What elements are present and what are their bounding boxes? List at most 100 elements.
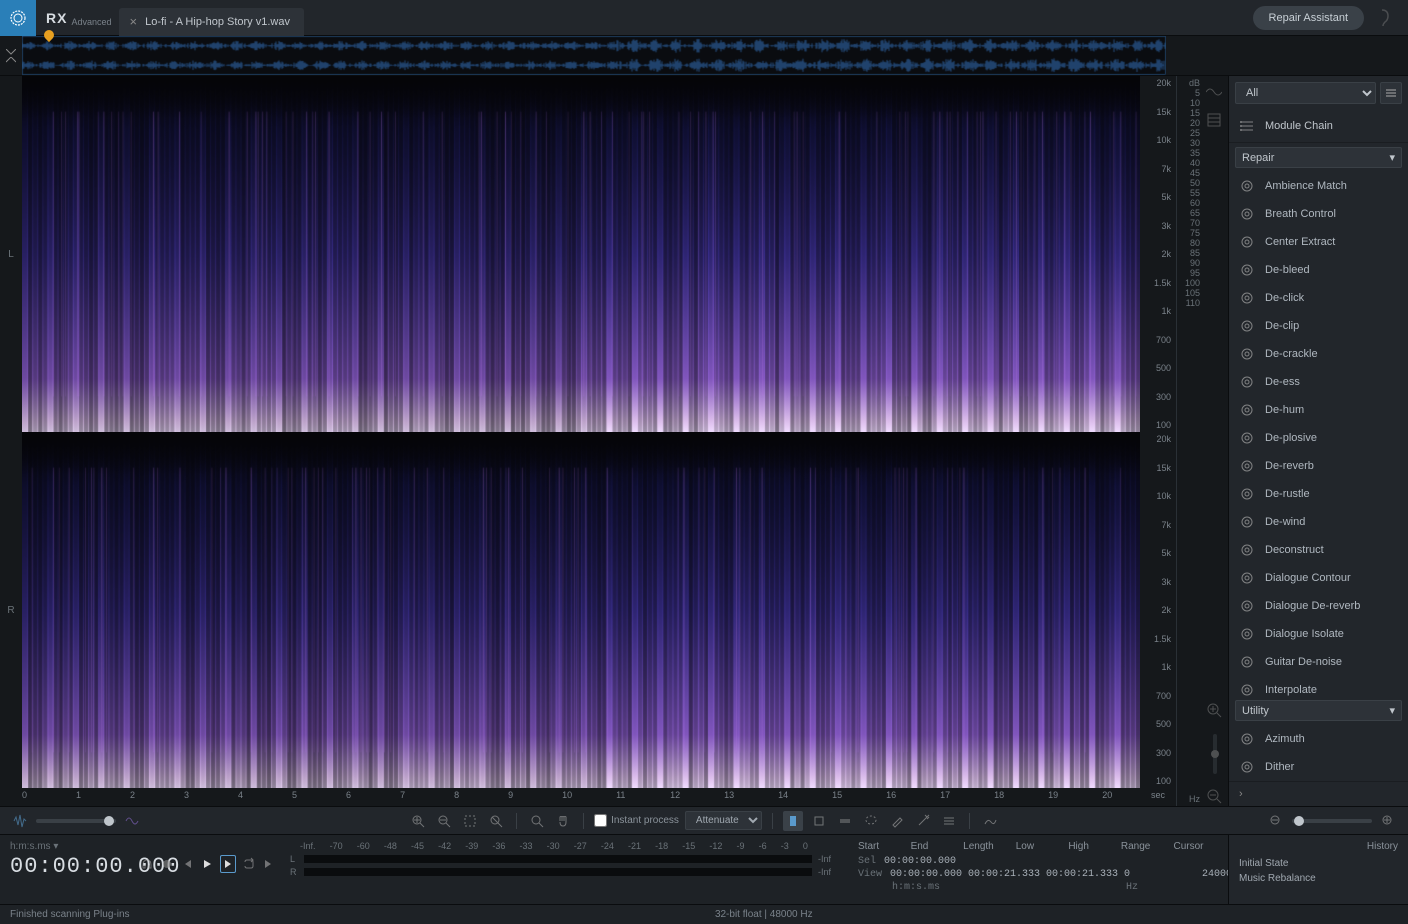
level-meters: -Inf.-70-60-48-45-42-39-36-33-30-27-24-2… xyxy=(280,835,848,904)
file-tab[interactable]: × Lo-fi - A Hip-hop Story v1.wav xyxy=(119,8,304,36)
expand-panel-icon[interactable]: › xyxy=(1229,781,1408,806)
search-icon[interactable] xyxy=(527,811,547,831)
category-utility-select[interactable]: Utility ▾ xyxy=(1235,700,1402,721)
meter-label-right: R xyxy=(290,867,298,877)
contour-tool-icon[interactable] xyxy=(980,811,1000,831)
module-de-wind[interactable]: De-wind xyxy=(1229,508,1408,536)
module-chain-button[interactable]: Module Chain xyxy=(1229,110,1408,143)
spectrogram-opacity-icon[interactable] xyxy=(122,811,142,831)
history-item[interactable]: Music Rebalance xyxy=(1239,871,1398,886)
time-unit-label: sec xyxy=(1140,788,1176,806)
hand-tool-icon[interactable] xyxy=(553,811,573,831)
module-center-extract[interactable]: Center Extract xyxy=(1229,228,1408,256)
headphone-icon[interactable] xyxy=(140,855,154,873)
time-ruler[interactable]: 01234567891011121314151617181920 sec xyxy=(0,788,1176,806)
module-de-bleed[interactable]: De-bleed xyxy=(1229,256,1408,284)
category-repair-select[interactable]: Repair ▾ xyxy=(1235,147,1402,168)
audio-format: 32-bit float | 48000 Hz xyxy=(715,909,813,920)
spectrogram-view-icon[interactable] xyxy=(1206,112,1224,130)
skip-forward-icon[interactable] xyxy=(262,855,276,873)
chevron-down-icon: ▾ xyxy=(1389,704,1395,717)
instant-process-checkbox[interactable]: Instant process xyxy=(594,814,679,827)
lasso-tool-icon[interactable] xyxy=(861,811,881,831)
module-dialogue-de-reverb[interactable]: Dialogue De-reverb xyxy=(1229,592,1408,620)
harmonics-tool-icon[interactable] xyxy=(939,811,959,831)
module-list-repair: Ambience MatchBreath ControlCenter Extra… xyxy=(1229,172,1408,696)
channel-label-right: R xyxy=(0,432,22,788)
time-format-label[interactable]: h:m:s.ms ▾ xyxy=(10,841,270,852)
zoom-in-vert-icon[interactable] xyxy=(1206,702,1224,720)
time-select-tool-icon[interactable] xyxy=(783,811,803,831)
waveform-opacity-icon[interactable] xyxy=(10,811,30,831)
ear-icon[interactable] xyxy=(1374,6,1398,30)
module-filter-select[interactable]: All xyxy=(1235,82,1376,104)
zoom-h-slider[interactable] xyxy=(1292,819,1372,823)
play-icon[interactable] xyxy=(200,855,214,873)
freq-select-icon[interactable] xyxy=(835,811,855,831)
channel-label-left: L xyxy=(0,76,22,432)
zoom-fit-icon[interactable] xyxy=(486,811,506,831)
module-dither[interactable]: Dither xyxy=(1229,753,1408,781)
zoom-out-h-icon[interactable] xyxy=(1266,811,1286,831)
overview-waveform[interactable] xyxy=(22,36,1166,75)
module-deconstruct[interactable]: Deconstruct xyxy=(1229,536,1408,564)
spectrogram-right[interactable] xyxy=(22,432,1140,788)
zoom-out-icon[interactable] xyxy=(434,811,454,831)
time-freq-select-icon[interactable] xyxy=(809,811,829,831)
status-bar: Finished scanning Plug-ins 32-bit float … xyxy=(0,904,1408,924)
module-de-clip[interactable]: De-clip xyxy=(1229,312,1408,340)
tab-filename: Lo-fi - A Hip-hop Story v1.wav xyxy=(145,16,290,28)
modules-panel: All Module Chain Repair ▾ Ambience Match… xyxy=(1228,76,1408,806)
play-selection-icon[interactable] xyxy=(220,855,236,873)
loop-icon[interactable] xyxy=(242,855,256,873)
module-azimuth[interactable]: Azimuth xyxy=(1229,725,1408,753)
meter-label-left: L xyxy=(290,854,298,864)
wand-tool-icon[interactable] xyxy=(913,811,933,831)
zoom-in-h-icon[interactable] xyxy=(1378,811,1398,831)
record-icon[interactable] xyxy=(160,855,174,873)
spectrogram-area: L 20k15k10k7k5k3k2k1.5k1k700500300100 R … xyxy=(0,76,1176,806)
module-guitar-de-noise[interactable]: Guitar De-noise xyxy=(1229,648,1408,676)
skip-back-icon[interactable] xyxy=(180,855,194,873)
repair-assistant-button[interactable]: Repair Assistant xyxy=(1253,6,1364,30)
db-scale: dB51015202530354045505560657075808590951… xyxy=(1176,76,1202,806)
history-title: History xyxy=(1239,841,1398,852)
module-dialogue-contour[interactable]: Dialogue Contour xyxy=(1229,564,1408,592)
module-de-rustle[interactable]: De-rustle xyxy=(1229,480,1408,508)
spectrogram-left[interactable] xyxy=(22,76,1140,432)
app-logo-icon[interactable] xyxy=(0,0,36,36)
module-de-reverb[interactable]: De-reverb xyxy=(1229,452,1408,480)
brush-tool-icon[interactable] xyxy=(887,811,907,831)
channel-right: R 20k15k10k7k5k3k2k1.5k1k700500300100 xyxy=(0,432,1176,788)
zoom-selection-icon[interactable] xyxy=(460,811,480,831)
vertical-tools xyxy=(1202,76,1228,806)
logo-area: RX Advanced xyxy=(0,0,111,35)
waveform-view-icon[interactable] xyxy=(1206,84,1224,102)
top-bar: RX Advanced × Lo-fi - A Hip-hop Story v1… xyxy=(0,0,1408,36)
filter-list-icon[interactable] xyxy=(1380,82,1402,104)
vert-slider[interactable] xyxy=(1213,734,1217,774)
module-breath-control[interactable]: Breath Control xyxy=(1229,200,1408,228)
transport-bar: h:m:s.ms ▾ 00:00:00.000 -Inf.-70-60-48-4… xyxy=(0,834,1408,904)
module-chain-label: Module Chain xyxy=(1265,120,1333,132)
selection-info: StartEndLengthLowHighRangeCursor Sel00:0… xyxy=(848,835,1228,904)
frequency-scale-left: 20k15k10k7k5k3k2k1.5k1k700500300100 xyxy=(1140,76,1176,432)
module-de-hum[interactable]: De-hum xyxy=(1229,396,1408,424)
frequency-scale-right: 20k15k10k7k5k3k2k1.5k1k700500300100 xyxy=(1140,432,1176,788)
module-interpolate[interactable]: Interpolate xyxy=(1229,676,1408,696)
overview-strip xyxy=(0,36,1408,76)
close-tab-icon[interactable]: × xyxy=(129,14,137,29)
module-dialogue-isolate[interactable]: Dialogue Isolate xyxy=(1229,620,1408,648)
history-item[interactable]: Initial State xyxy=(1239,856,1398,871)
channel-left: L 20k15k10k7k5k3k2k1.5k1k700500300100 xyxy=(0,76,1176,432)
zoom-in-icon[interactable] xyxy=(408,811,428,831)
module-de-plosive[interactable]: De-plosive xyxy=(1229,424,1408,452)
attenuate-select[interactable]: Attenuate xyxy=(685,811,762,830)
opacity-slider[interactable] xyxy=(36,819,116,823)
overview-collapse-icon[interactable] xyxy=(0,36,22,75)
zoom-out-vert-icon[interactable] xyxy=(1206,788,1224,806)
module-de-click[interactable]: De-click xyxy=(1229,284,1408,312)
module-de-ess[interactable]: De-ess xyxy=(1229,368,1408,396)
module-de-crackle[interactable]: De-crackle xyxy=(1229,340,1408,368)
module-ambience-match[interactable]: Ambience Match xyxy=(1229,172,1408,200)
